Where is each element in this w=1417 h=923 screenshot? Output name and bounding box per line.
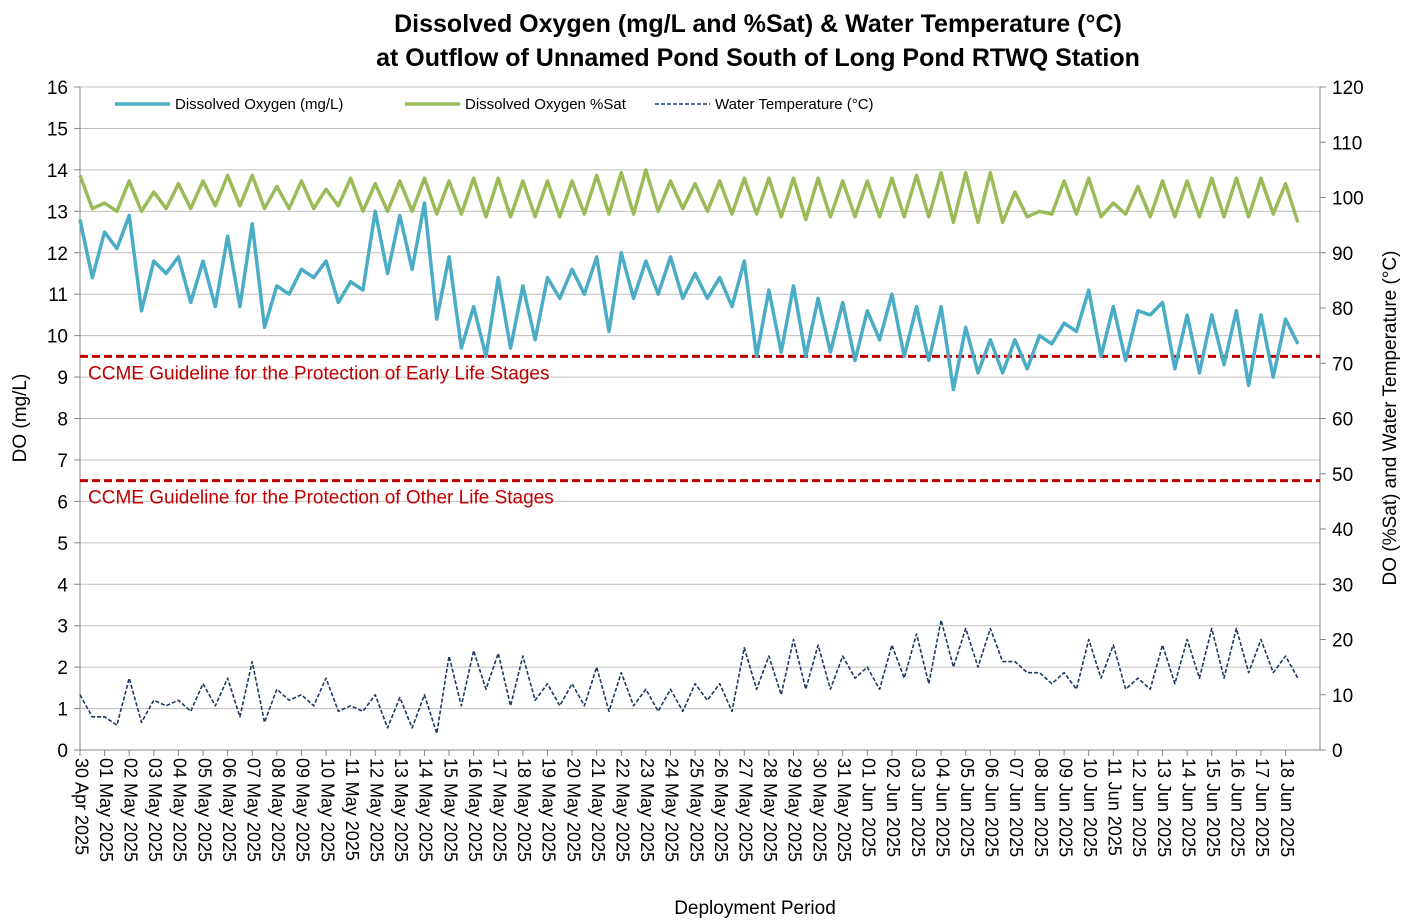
reference-label: CCME Guideline for the Protection of Ear… (88, 363, 550, 384)
x-tick-label: 21 May 2025 (588, 758, 608, 862)
x-tick-label: 08 Jun 2025 (1031, 758, 1051, 857)
x-tick-label: 30 Apr 2025 (71, 758, 91, 855)
x-tick-label: 02 May 2025 (120, 758, 140, 862)
y2-tick-label: 30 (1332, 575, 1353, 596)
x-tick-label: 15 Jun 2025 (1203, 758, 1223, 857)
y-tick-label: 13 (47, 202, 68, 223)
x-tick-label: 01 May 2025 (96, 758, 116, 862)
data-line (78, 168, 1300, 225)
x-tick-label: 13 Jun 2025 (1154, 758, 1174, 857)
reference-label: CCME Guideline for the Protection of Oth… (88, 488, 554, 509)
x-tick-label: 10 May 2025 (317, 758, 337, 862)
y2-tick-label: 100 (1332, 189, 1364, 210)
x-tick-label: 05 Jun 2025 (957, 758, 977, 857)
x-tick-label: 12 May 2025 (366, 758, 386, 862)
x-tick-label: 06 May 2025 (219, 758, 239, 862)
x-tick-label: 07 Jun 2025 (1006, 758, 1026, 857)
x-tick-label: 05 May 2025 (194, 758, 214, 862)
x-tick-label: 20 May 2025 (563, 758, 583, 862)
x-tick-label: 31 May 2025 (834, 758, 854, 862)
x-tick-label: 11 Jun 2025 (1105, 758, 1125, 856)
y-tick-label: 12 (47, 244, 68, 265)
x-tick-label: 17 Jun 2025 (1252, 758, 1272, 857)
chart-title: Dissolved Oxygen (mg/L and %Sat) & Water… (394, 10, 1122, 38)
y-tick-label: 1 (57, 700, 68, 721)
x-tick-label: 22 May 2025 (613, 758, 633, 862)
y2-tick-label: 20 (1332, 631, 1353, 652)
x-tick-label: 27 May 2025 (736, 758, 756, 862)
x-tick-label: 11 May 2025 (342, 758, 362, 861)
x-tick-label: 01 Jun 2025 (859, 758, 879, 857)
y2-tick-label: 110 (1332, 133, 1362, 154)
x-tick-label: 25 May 2025 (686, 758, 706, 862)
y-tick-label: 16 (47, 78, 68, 99)
legend-label: Dissolved Oxygen %Sat (465, 96, 627, 113)
y-tick-label: 15 (47, 119, 68, 140)
y2-tick-label: 10 (1332, 686, 1353, 707)
y2-tick-label: 120 (1332, 78, 1364, 99)
x-tick-label: 29 May 2025 (785, 758, 805, 862)
x-tick-label: 15 May 2025 (440, 758, 460, 862)
y-tick-label: 5 (57, 534, 68, 555)
y-tick-label: 14 (47, 161, 69, 182)
data-line (79, 619, 1299, 735)
y-tick-label: 3 (57, 617, 68, 638)
x-tick-label: 16 May 2025 (465, 758, 485, 862)
x-tick-label: 03 May 2025 (145, 758, 165, 862)
x-tick-label: 19 May 2025 (539, 758, 559, 862)
x-tick-label: 09 Jun 2025 (1055, 758, 1075, 857)
x-tick-label: 02 Jun 2025 (883, 758, 903, 857)
y2-tick-label: 50 (1332, 465, 1353, 486)
legend-label: Water Temperature (°C) (715, 96, 874, 113)
chart-subtitle: at Outflow of Unnamed Pond South of Long… (376, 44, 1140, 72)
y2-tick-label: 40 (1332, 520, 1353, 541)
x-tick-label: 13 May 2025 (391, 758, 411, 862)
y-tick-label: 2 (57, 658, 68, 679)
y2-tick-label: 70 (1332, 354, 1353, 375)
x-tick-label: 08 May 2025 (268, 758, 288, 862)
y-tick-label: 6 (57, 492, 68, 513)
x-tick-label: 18 May 2025 (514, 758, 534, 862)
y-tick-label: 10 (47, 327, 68, 348)
x-tick-label: 12 Jun 2025 (1129, 758, 1149, 857)
legend-label: Dissolved Oxygen (mg/L) (175, 96, 343, 113)
x-tick-label: 23 May 2025 (637, 758, 657, 862)
x-tick-label: 30 May 2025 (809, 758, 829, 862)
y2-tick-label: 90 (1332, 244, 1353, 265)
x-tick-label: 04 Jun 2025 (932, 758, 952, 857)
y2-axis-label: DO (%Sat) and Water Temperature (°C) (1380, 251, 1401, 586)
x-tick-label: 14 Jun 2025 (1178, 758, 1198, 857)
y-tick-label: 11 (48, 285, 68, 306)
x-tick-label: 18 Jun 2025 (1277, 758, 1297, 857)
x-tick-label: 09 May 2025 (293, 758, 313, 862)
x-tick-label: 16 Jun 2025 (1228, 758, 1248, 857)
y2-tick-label: 0 (1332, 741, 1343, 762)
y-tick-label: 4 (57, 575, 68, 596)
x-tick-label: 07 May 2025 (243, 758, 263, 862)
x-tick-label: 14 May 2025 (416, 758, 436, 862)
x-tick-label: 06 Jun 2025 (982, 758, 1002, 857)
x-tick-label: 28 May 2025 (760, 758, 780, 862)
x-tick-label: 26 May 2025 (711, 758, 731, 862)
x-tick-label: 04 May 2025 (170, 758, 190, 862)
y-tick-label: 8 (57, 410, 68, 431)
y-tick-label: 0 (57, 741, 68, 762)
data-line (78, 201, 1300, 392)
y-tick-label: 9 (57, 368, 68, 389)
y2-tick-label: 60 (1332, 410, 1353, 431)
x-tick-label: 17 May 2025 (490, 758, 510, 862)
x-tick-label: 03 Jun 2025 (908, 758, 928, 857)
x-tick-label: 10 Jun 2025 (1080, 758, 1100, 857)
x-tick-label: 24 May 2025 (662, 758, 682, 862)
y-axis-label: DO (mg/L) (10, 374, 31, 463)
y-tick-label: 7 (57, 451, 68, 472)
x-axis-label: Deployment Period (674, 898, 836, 918)
y2-tick-label: 80 (1332, 299, 1353, 320)
